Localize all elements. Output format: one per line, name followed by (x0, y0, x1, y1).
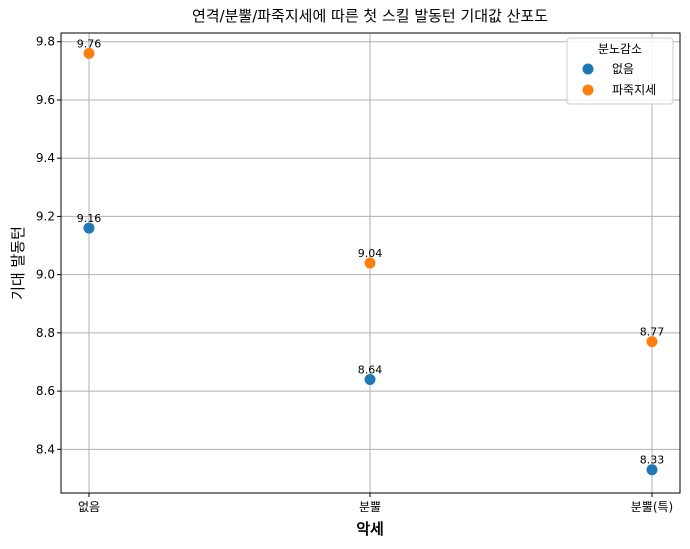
legend-marker-series-2 (582, 84, 594, 96)
x-tick-label: 분뿔 (359, 500, 381, 514)
y-tick-label: 8.8 (36, 326, 55, 340)
legend-label-series-2: 파죽지세 (612, 83, 656, 97)
axis-ticks: 8.48.68.89.09.29.49.69.8없음 분뿔 분뿔(특) (36, 35, 673, 514)
y-tick-label: 8.6 (36, 384, 55, 398)
y-axis-label: 기대 발동턴 (9, 226, 27, 300)
x-axis-label: 악세 (356, 520, 384, 538)
legend-label-series-1: 없음 (612, 62, 634, 76)
data-point (646, 336, 658, 348)
legend-title: 분노감소 (598, 42, 642, 56)
data-point (83, 222, 95, 234)
legend: 분노감소 없음 파죽지세 (566, 37, 674, 105)
legend-marker-series-1 (582, 63, 594, 75)
data-label: 9.76 (77, 37, 102, 50)
data-point (364, 373, 376, 385)
data-label: 8.64 (358, 363, 383, 376)
x-tick-label: 분뿔(특) (631, 500, 673, 514)
x-tick-label: 없음 (78, 500, 100, 514)
y-tick-label: 9.0 (36, 268, 55, 282)
legend-box (566, 37, 674, 105)
y-tick-label: 9.2 (36, 209, 55, 223)
data-label: 9.16 (77, 212, 102, 225)
y-tick-label: 9.6 (36, 93, 55, 107)
data-point (646, 464, 658, 476)
data-label: 8.33 (640, 454, 665, 467)
chart-title: 연격/분뿔/파죽지세에 따른 첫 스킬 발동턴 기대값 산포도 (192, 7, 548, 25)
data-point (83, 47, 95, 59)
y-tick-label: 9.4 (36, 151, 55, 165)
data-point (364, 257, 376, 269)
y-tick-label: 9.8 (36, 35, 55, 49)
data-label: 8.77 (640, 326, 665, 339)
data-label: 9.04 (358, 247, 383, 260)
grid-lines (61, 33, 680, 493)
data-points: 9.16 8.64 8.33 9.76 9.04 8.77 (77, 37, 665, 476)
y-tick-label: 8.4 (36, 442, 55, 456)
